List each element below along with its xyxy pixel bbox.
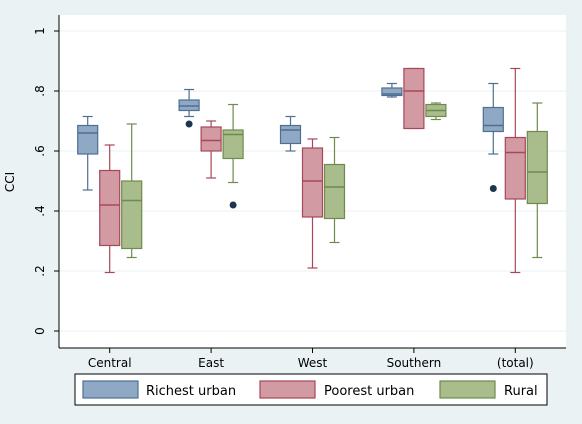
box-1-0 (178, 88, 200, 128)
box-4-0 (482, 82, 504, 192)
box-2-0 (279, 115, 302, 152)
box-iqr (121, 180, 143, 250)
box-0-1 (99, 144, 121, 274)
box-iqr (381, 87, 403, 97)
outlier-point-0 (489, 185, 497, 192)
legend-swatch (439, 380, 496, 399)
legend-item-0: Richest urban (82, 380, 236, 399)
box-2-1 (301, 138, 324, 269)
y-tick-label-0: 0 (33, 327, 47, 335)
box-iqr (526, 130, 548, 205)
box-4-2 (526, 102, 548, 259)
y-axis-title: CCI (3, 172, 17, 192)
legend: Richest urban Poorest urban Rural (74, 373, 548, 406)
y-tick-label-5: 1 (33, 27, 47, 35)
box-0-2 (121, 123, 143, 259)
y-tick-label-2: .4 (33, 205, 47, 216)
box-iqr (99, 169, 121, 247)
x-axis-ticks: Central East West Southern (total) (88, 348, 534, 370)
box-2-2 (323, 136, 346, 244)
boxes-layer (77, 67, 548, 274)
box-iqr (403, 67, 425, 130)
outlier-point-0 (229, 201, 237, 209)
box-1-1 (200, 120, 222, 179)
box-iqr (323, 163, 346, 220)
x-tick-label-1: East (198, 356, 224, 370)
legend-item-2: Rural (439, 380, 538, 399)
box-1-2 (222, 103, 244, 209)
y-tick-label-1: .2 (33, 265, 47, 276)
box-iqr (77, 124, 99, 155)
box-3-1 (403, 67, 425, 130)
x-tick-label-2: West (298, 356, 328, 370)
x-tick-label-4: (total) (497, 356, 534, 370)
x-tick-label-0: Central (88, 356, 132, 370)
outlier-point-0 (185, 120, 193, 128)
box-0-0 (77, 115, 99, 191)
legend-label: Rural (504, 384, 538, 399)
y-axis-ticks: 0 .2 .4 .6 .8 1 (33, 27, 59, 335)
y-tick-label-4: .8 (33, 85, 47, 96)
legend-swatch (82, 380, 139, 399)
box-3-0 (381, 82, 403, 98)
legend-item-1: Poorest urban (259, 380, 414, 399)
box-iqr (482, 106, 504, 133)
box-iqr (200, 126, 222, 152)
box-iqr (504, 136, 526, 200)
box-iqr (222, 129, 244, 160)
legend-label: Richest urban (146, 384, 236, 399)
box-iqr (301, 147, 324, 218)
box-3-2 (425, 102, 447, 121)
box-iqr (178, 99, 200, 112)
box-iqr (279, 124, 302, 145)
box-4-1 (504, 67, 526, 274)
x-tick-label-3: Southern (387, 356, 442, 370)
y-tick-label-3: .6 (33, 145, 47, 156)
legend-swatch (259, 380, 316, 399)
legend-label: Poorest urban (324, 384, 414, 399)
